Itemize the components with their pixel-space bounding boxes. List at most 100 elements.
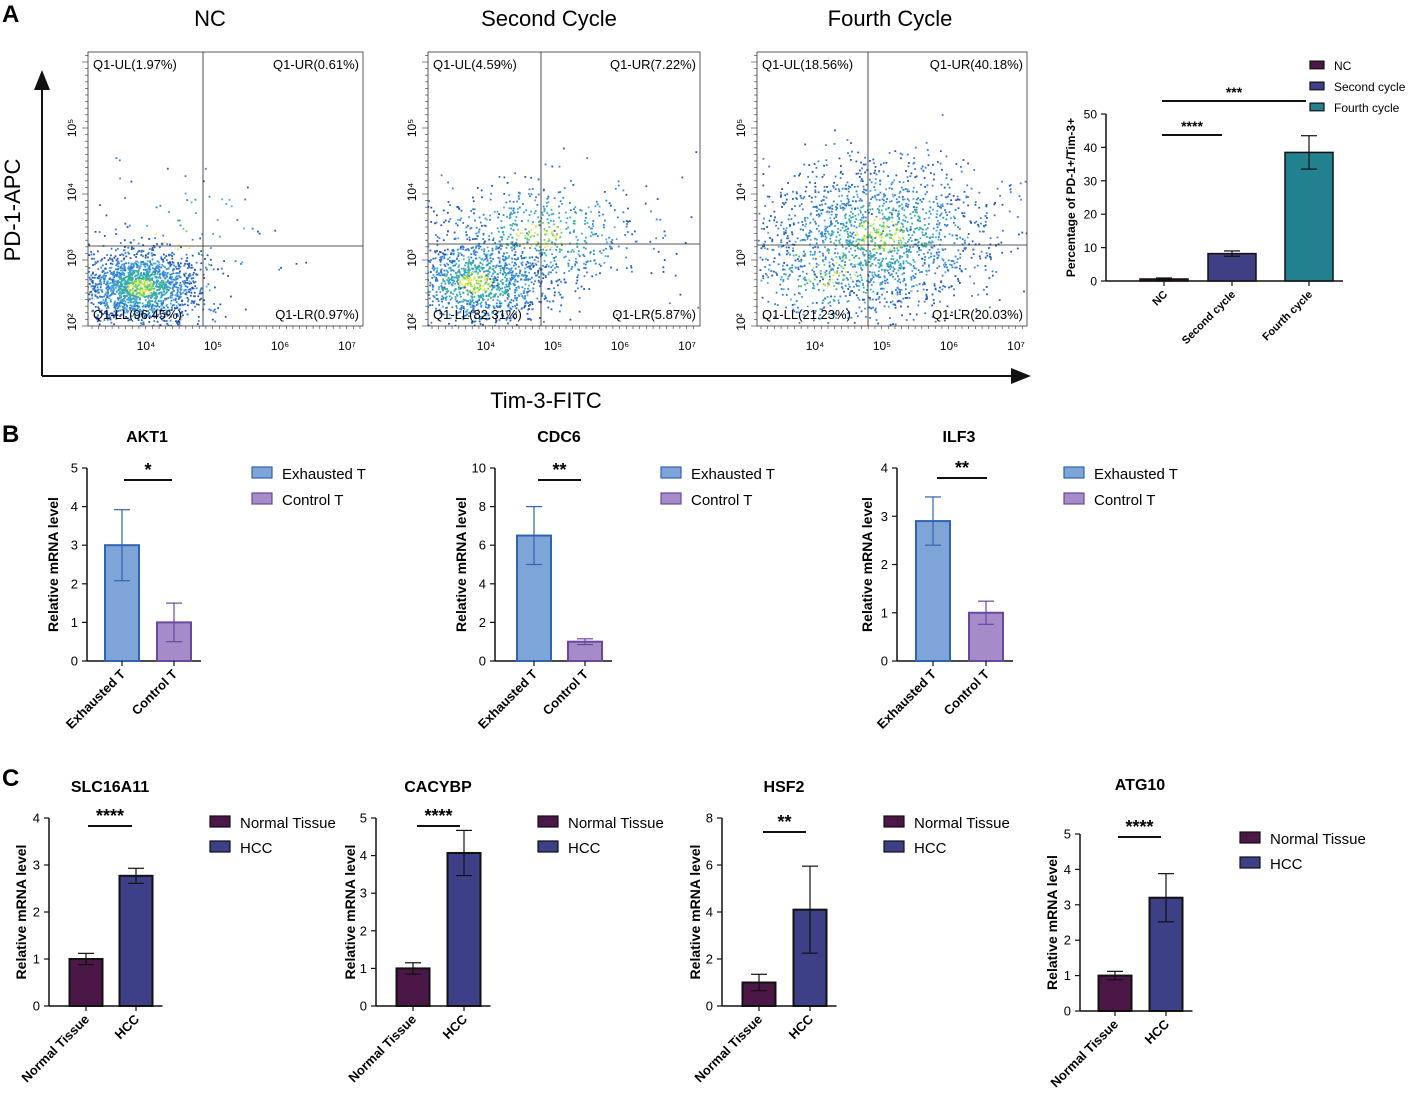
flow-event-dot bbox=[525, 300, 528, 303]
flow-event-dot bbox=[508, 217, 511, 219]
flow-event-dot bbox=[959, 265, 961, 267]
flow-event-dot bbox=[175, 283, 178, 285]
flow-event-dot bbox=[896, 259, 899, 261]
flow-event-dot bbox=[459, 273, 462, 276]
flow-event-dot bbox=[457, 266, 460, 268]
flow-event-dot bbox=[145, 288, 148, 291]
flow-event-dot bbox=[613, 226, 616, 229]
flow-event-dot bbox=[426, 291, 428, 293]
flow-event-dot bbox=[834, 247, 837, 250]
flow-event-dot bbox=[986, 217, 988, 219]
flow-event-dot bbox=[979, 217, 982, 219]
flow-event-dot bbox=[838, 190, 841, 193]
flow-event-dot bbox=[507, 289, 509, 292]
flow-event-dot bbox=[454, 298, 457, 301]
flow-event-dot bbox=[514, 313, 517, 315]
flow-event-dot bbox=[872, 227, 875, 230]
flow-event-dot bbox=[99, 303, 102, 305]
flow-event-dot bbox=[608, 202, 611, 205]
flow-event-dot bbox=[899, 281, 902, 284]
flow-event-dot bbox=[984, 220, 987, 223]
flow-event-dot bbox=[99, 274, 101, 277]
flow-event-dot bbox=[515, 307, 518, 310]
flow-event-dot bbox=[97, 283, 100, 285]
flow-event-dot bbox=[464, 264, 466, 267]
flow-event-dot bbox=[142, 268, 145, 271]
flow-event-dot bbox=[88, 267, 91, 269]
flow-event-dot bbox=[169, 281, 172, 283]
flow-event-dot bbox=[866, 289, 869, 291]
flow-event-dot bbox=[852, 216, 854, 218]
flow-event-dot bbox=[146, 304, 149, 306]
flow-event-dot bbox=[941, 288, 944, 291]
flow-event-dot bbox=[88, 254, 91, 256]
flow-event-dot bbox=[127, 272, 130, 274]
flow-event-dot bbox=[403, 299, 405, 301]
flow-event-dot bbox=[507, 268, 510, 270]
flow-event-dot bbox=[183, 280, 186, 282]
flow-event-dot bbox=[546, 212, 549, 214]
flow-event-dot bbox=[514, 246, 516, 248]
flow-event-dot bbox=[183, 264, 186, 267]
flow-event-dot bbox=[462, 307, 465, 309]
flow-event-dot bbox=[458, 260, 460, 262]
flow-event-dot bbox=[163, 290, 165, 293]
flow-event-dot bbox=[964, 248, 967, 251]
flow-event-dot bbox=[135, 253, 138, 255]
flow-event-dot bbox=[912, 162, 915, 165]
flow-event-dot bbox=[529, 247, 531, 249]
flow-event-dot bbox=[132, 287, 134, 290]
flow-event-dot bbox=[523, 278, 526, 281]
flow-event-dot bbox=[107, 280, 109, 283]
flow-event-dot bbox=[923, 234, 926, 237]
flow-event-dot bbox=[178, 322, 181, 325]
flow-event-dot bbox=[538, 252, 541, 255]
flow-event-dot bbox=[845, 239, 848, 242]
flow-event-dot bbox=[146, 268, 149, 271]
flow-event-dot bbox=[136, 292, 138, 295]
flow-event-dot bbox=[471, 304, 474, 307]
flow-event-dot bbox=[246, 186, 249, 189]
flow-event-dot bbox=[219, 303, 222, 306]
flow-event-dot bbox=[528, 256, 531, 259]
flow-event-dot bbox=[191, 287, 194, 290]
flow-event-dot bbox=[514, 291, 516, 294]
flow-event-dot bbox=[937, 161, 939, 163]
flow-event-dot bbox=[813, 273, 816, 276]
flow-event-dot bbox=[423, 297, 425, 299]
flow-event-dot bbox=[467, 256, 470, 259]
flow-event-dot bbox=[695, 151, 698, 153]
flow-event-dot bbox=[852, 244, 855, 247]
flow-event-dot bbox=[489, 257, 492, 259]
flow-event-dot bbox=[436, 279, 439, 282]
flow-event-dot bbox=[197, 252, 200, 254]
flow-event-dot bbox=[538, 281, 541, 284]
flow-event-dot bbox=[491, 184, 493, 187]
flow-event-dot bbox=[555, 271, 558, 274]
flow-event-dot bbox=[120, 283, 122, 286]
flow-event-dot bbox=[911, 234, 914, 236]
flow-event-dot bbox=[924, 312, 927, 315]
flow-event-dot bbox=[899, 190, 902, 193]
flow-event-dot bbox=[124, 280, 127, 282]
flow-event-dot bbox=[507, 295, 510, 298]
flow-event-dot bbox=[872, 276, 875, 278]
flow-event-dot bbox=[814, 185, 817, 188]
flow-event-dot bbox=[875, 275, 878, 277]
flow-event-dot bbox=[548, 300, 551, 303]
flow-event-dot bbox=[514, 278, 517, 281]
flow-event-dot bbox=[71, 289, 73, 291]
flow-event-dot bbox=[553, 242, 556, 245]
flow-event-dot bbox=[458, 311, 461, 314]
flow-event-dot bbox=[442, 313, 445, 316]
flow-event-dot bbox=[450, 292, 452, 294]
flow-event-dot bbox=[455, 314, 458, 317]
flow-event-dot bbox=[929, 213, 932, 215]
flow-event-dot bbox=[460, 246, 462, 248]
flow-event-dot bbox=[491, 249, 494, 252]
flow-event-dot bbox=[497, 310, 500, 313]
flow-event-dot bbox=[117, 282, 119, 284]
flow-event-dot bbox=[504, 274, 507, 277]
flow-event-dot bbox=[488, 267, 491, 270]
flow-event-dot bbox=[590, 210, 593, 213]
